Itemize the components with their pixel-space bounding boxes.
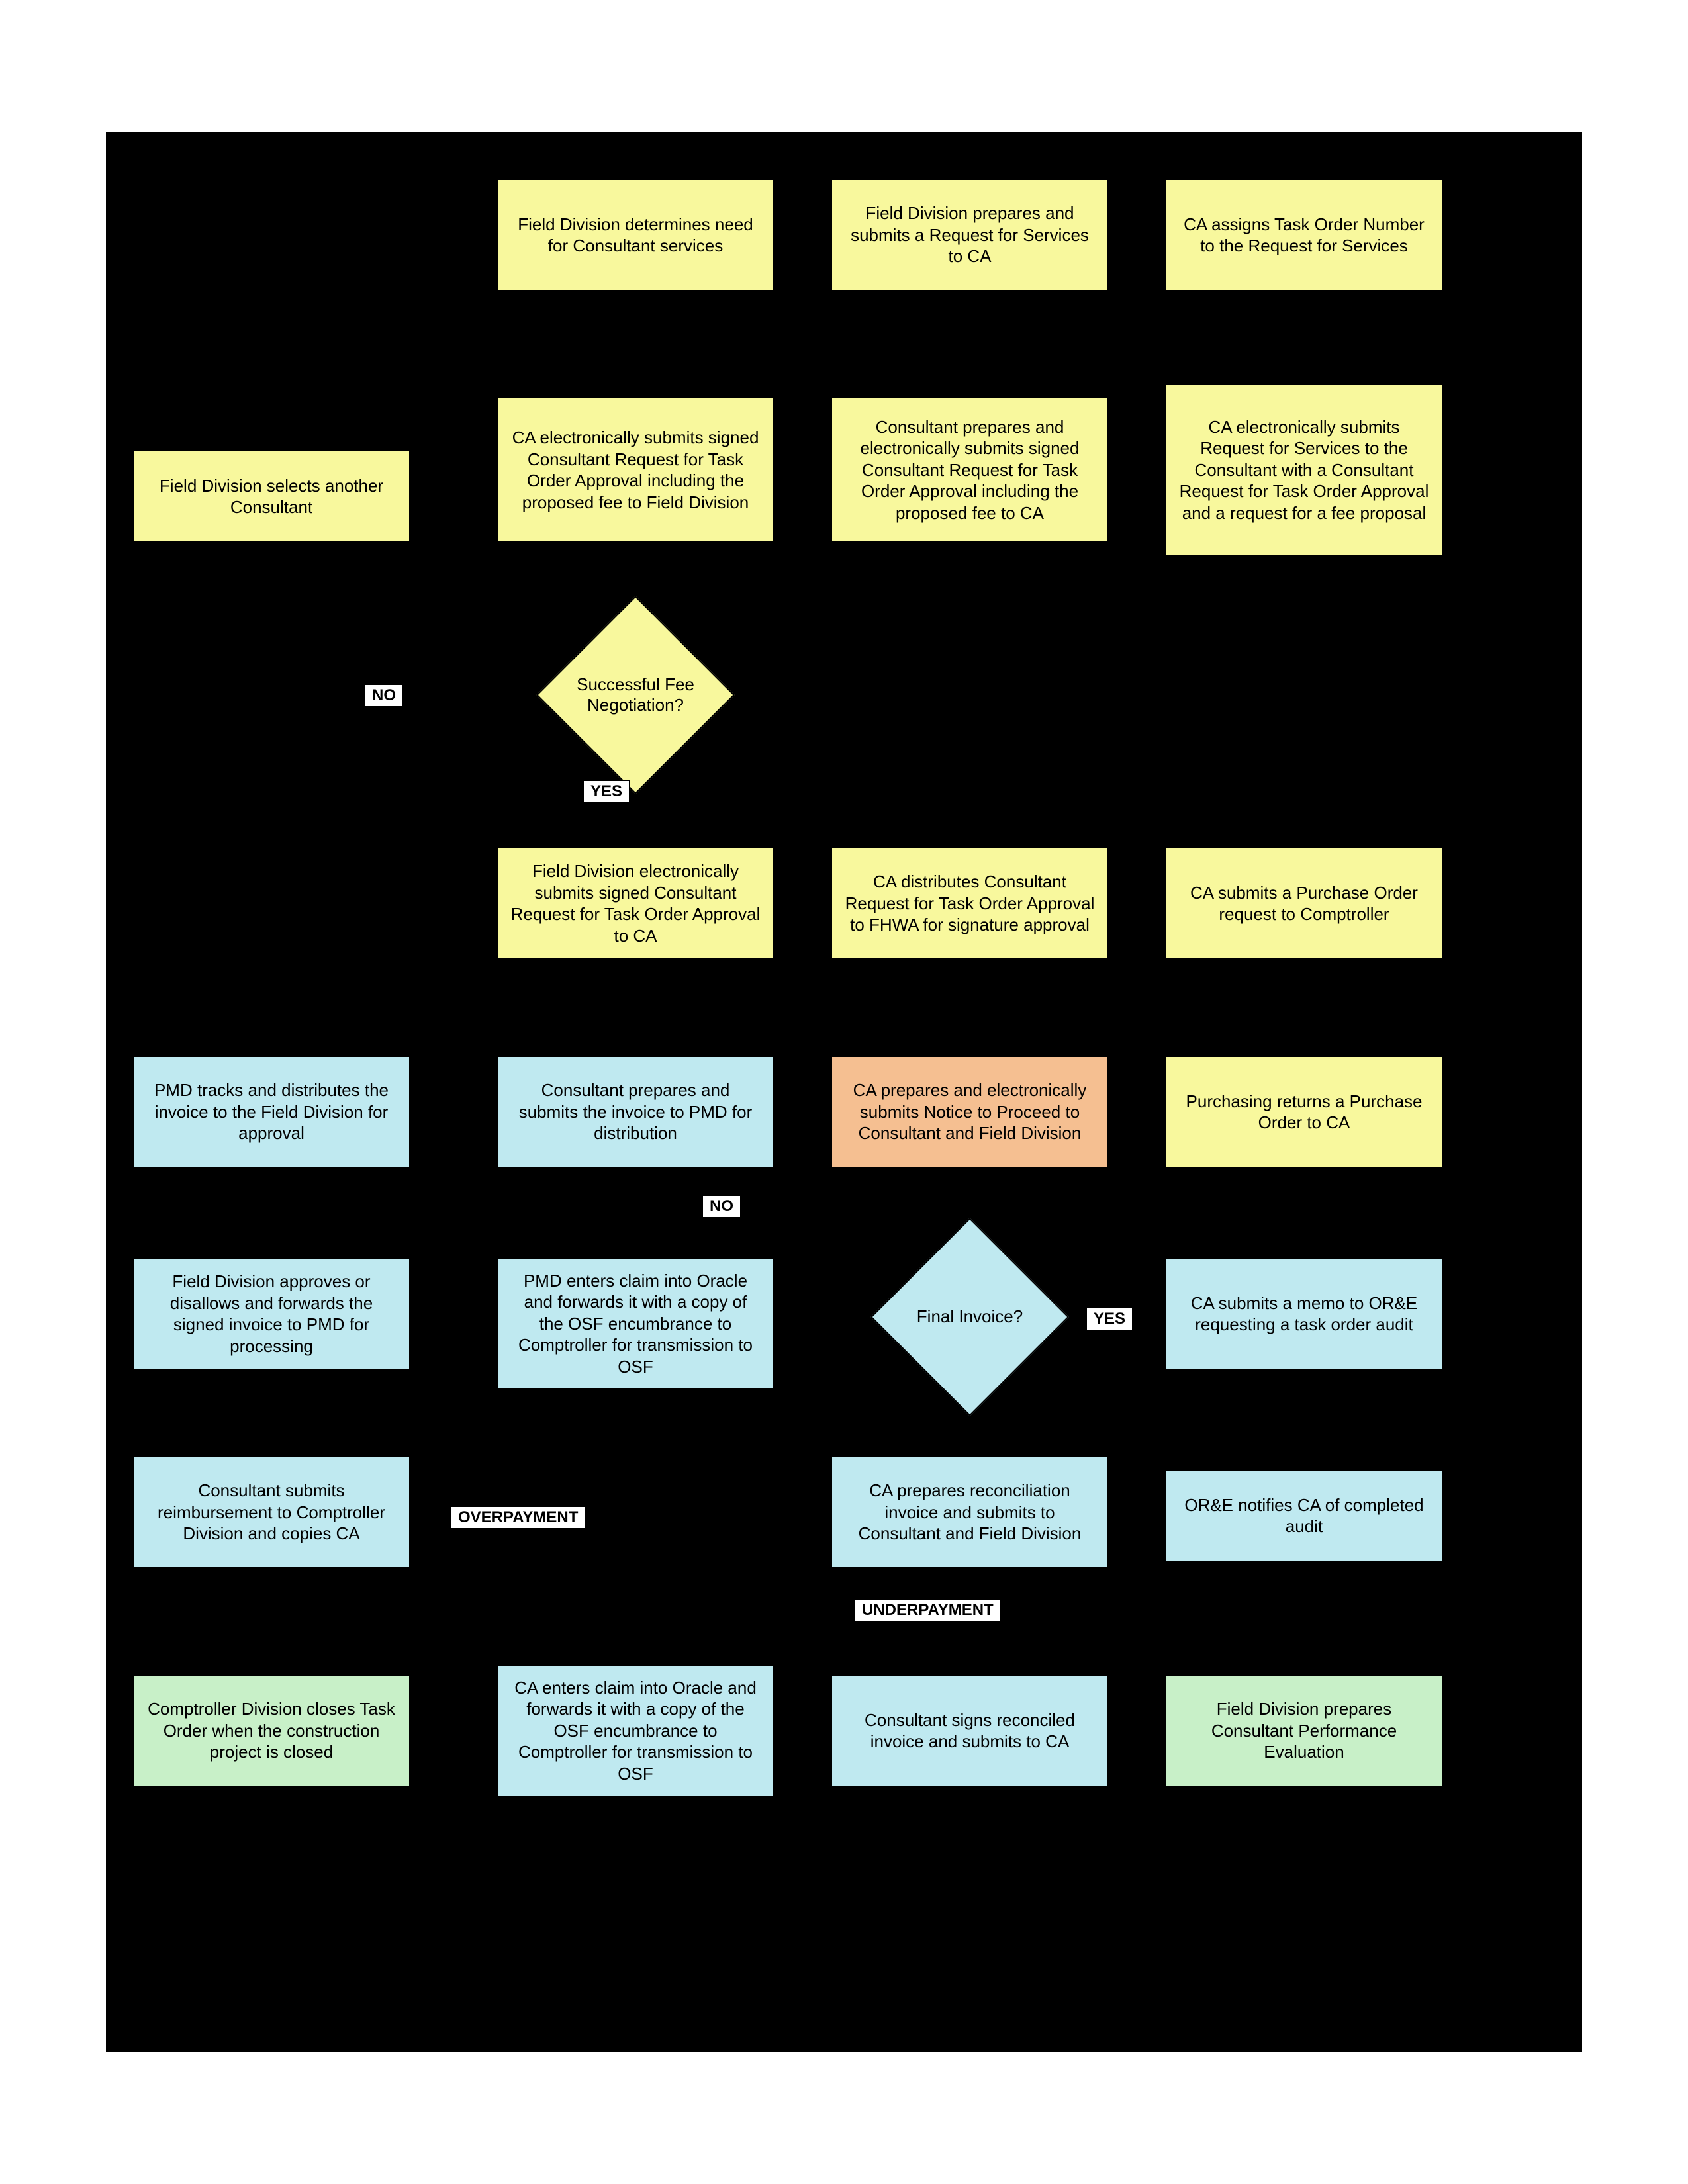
node-text: Field Division approves or disallows and… (146, 1271, 397, 1357)
node-text: PMD tracks and distributes the invoice t… (146, 1079, 397, 1144)
node-n21: Field Division prepares Consultant Perfo… (1165, 1674, 1443, 1787)
node-n5: Consultant prepares and electronically s… (831, 397, 1109, 543)
node-n6: CA electronically submits signed Consult… (496, 397, 774, 543)
node-text: Consultant submits reimbursement to Comp… (146, 1480, 397, 1545)
node-n8: Field Division electronically submits si… (496, 847, 774, 960)
node-text: Comptroller Division closes Task Order w… (146, 1698, 397, 1763)
page: Field Division determines need for Consu… (0, 0, 1688, 2184)
node-n15: Field Division approves or disallows and… (132, 1257, 410, 1370)
node-n24: Comptroller Division closes Task Order w… (132, 1674, 410, 1787)
edge-label-l_over: OVERPAYMENT (450, 1506, 586, 1529)
node-text: CA prepares reconciliation invoice and s… (844, 1480, 1096, 1545)
edge-d1-n7 (271, 543, 536, 695)
node-text: CA electronically submits Request for Se… (1178, 416, 1430, 524)
node-text: Field Division prepares Consultant Perfo… (1178, 1698, 1430, 1763)
node-text: CA electronically submits signed Consult… (510, 427, 761, 513)
edge-n7-n1 (271, 235, 496, 450)
decision-text: Final Invoice? (870, 1257, 1069, 1377)
node-n14: PMD tracks and distributes the invoice t… (132, 1056, 410, 1168)
node-text: CA submits a Purchase Order request to C… (1178, 882, 1430, 925)
node-n2: Field Division prepares and submits a Re… (831, 179, 1109, 291)
node-n12: CA prepares and electronically submits N… (831, 1056, 1109, 1168)
node-text: Field Division determines need for Consu… (510, 214, 761, 257)
edge-label-l_yes1: YES (583, 780, 630, 803)
node-n20: Consultant submits reimbursement to Comp… (132, 1456, 410, 1569)
node-n4: CA electronically submits Request for Se… (1165, 384, 1443, 556)
edge-d2-n13 (635, 1168, 970, 1257)
node-text: CA enters claim into Oracle and forwards… (510, 1677, 761, 1785)
edge-label-l_yes2: YES (1086, 1307, 1133, 1331)
edge-n19-n21 (1109, 1549, 1304, 1674)
edge-label-l_no1: NO (364, 684, 404, 707)
flowchart-canvas: Field Division determines need for Consu… (106, 132, 1582, 2052)
node-text: Consultant prepares and submits the invo… (510, 1079, 761, 1144)
node-text: Field Division electronically submits si… (510, 860, 761, 946)
node-text: CA submits a memo to OR&E requesting a t… (1178, 1293, 1430, 1336)
node-n10: CA submits a Purchase Order request to C… (1165, 847, 1443, 960)
decision-text: Successful Fee Negotiation? (536, 629, 735, 761)
node-n9: CA distributes Consultant Request for Ta… (831, 847, 1109, 960)
node-n16: PMD enters claim into Oracle and forward… (496, 1257, 774, 1390)
node-text: Field Division prepares and submits a Re… (844, 203, 1096, 267)
node-text: Purchasing returns a Purchase Order to C… (1178, 1091, 1430, 1134)
node-text: OR&E notifies CA of completed audit (1178, 1494, 1430, 1537)
edge-label-l_no2: NO (702, 1195, 741, 1218)
node-n1: Field Division determines need for Consu… (496, 179, 774, 291)
node-n11: Purchasing returns a Purchase Order to C… (1165, 1056, 1443, 1168)
node-n19: CA prepares reconciliation invoice and s… (831, 1456, 1109, 1569)
node-n7: Field Division selects another Consultan… (132, 450, 410, 543)
node-text: PMD enters claim into Oracle and forward… (510, 1270, 761, 1378)
node-n23: CA enters claim into Oracle and forwards… (496, 1664, 774, 1797)
node-n18: OR&E notifies CA of completed audit (1165, 1469, 1443, 1562)
node-text: CA distributes Consultant Request for Ta… (844, 871, 1096, 936)
node-text: CA prepares and electronically submits N… (844, 1079, 1096, 1144)
node-text: Consultant signs reconciled invoice and … (844, 1709, 1096, 1752)
edge-label-l_under: UNDERPAYMENT (854, 1598, 1002, 1622)
node-n17: CA submits a memo to OR&E requesting a t… (1165, 1257, 1443, 1370)
node-text: Field Division selects another Consultan… (146, 475, 397, 518)
node-n3: CA assigns Task Order Number to the Requ… (1165, 179, 1443, 291)
node-text: CA assigns Task Order Number to the Requ… (1178, 214, 1430, 257)
node-n13: Consultant prepares and submits the invo… (496, 1056, 774, 1168)
node-text: Consultant prepares and electronically s… (844, 416, 1096, 524)
node-n22: Consultant signs reconciled invoice and … (831, 1674, 1109, 1787)
